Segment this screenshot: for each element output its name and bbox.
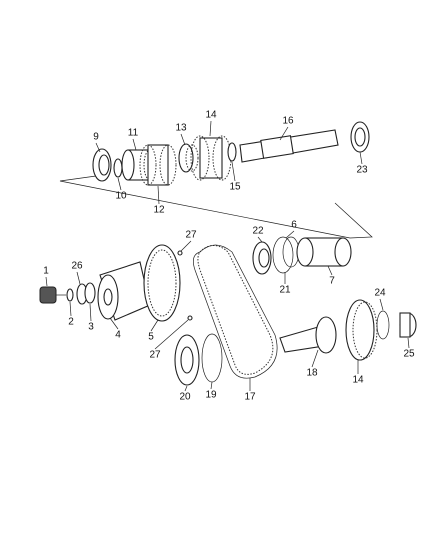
callout-label: 1 <box>43 266 49 277</box>
leader-line <box>180 133 186 146</box>
leader-line <box>117 177 122 191</box>
callout-label: 11 <box>128 128 139 139</box>
leader-line <box>210 381 213 390</box>
callout-label: 12 <box>153 205 165 216</box>
callout-label: 23 <box>356 165 368 176</box>
leader-line <box>45 276 48 287</box>
callout-label: 14 <box>205 110 217 121</box>
callout-label: 17 <box>244 392 256 403</box>
callout-label: 5 <box>148 332 154 343</box>
callout-label: 18 <box>306 368 318 379</box>
upper-assembly <box>92 121 370 186</box>
leader-line <box>359 151 363 165</box>
leader-line <box>109 317 119 330</box>
leader-line <box>279 126 289 141</box>
callout-label: 3 <box>88 322 94 333</box>
leader-line <box>180 240 192 252</box>
callout-label: 27 <box>185 230 197 241</box>
lower-right-assembly <box>252 236 417 361</box>
leader-line <box>95 142 101 153</box>
leader-line <box>209 120 212 137</box>
leader-line <box>132 138 137 151</box>
callout-label: 26 <box>71 261 83 272</box>
callout-label: 27 <box>149 350 161 361</box>
callout-label: 15 <box>229 182 241 193</box>
callout-label: 6 <box>291 220 297 231</box>
callout-label: 20 <box>179 392 191 403</box>
callout-label: 19 <box>205 390 217 401</box>
callout-label: 9 <box>93 132 99 143</box>
callout-label: 22 <box>252 226 264 237</box>
leader-line <box>257 236 263 243</box>
leader-line <box>154 319 189 350</box>
callout-label: 2 <box>68 317 74 328</box>
leader-line <box>327 265 333 276</box>
leader-line <box>157 185 160 205</box>
callout-label: 14 <box>352 375 364 386</box>
lower-left-assembly <box>39 244 223 386</box>
leader-line <box>407 337 410 349</box>
leader-line <box>311 349 319 368</box>
callout-label: 24 <box>374 288 386 299</box>
leader-line <box>379 298 384 311</box>
leader-line <box>184 385 188 392</box>
callout-label: 13 <box>175 123 187 134</box>
callout-label: 21 <box>279 285 291 296</box>
group-bracket <box>59 175 373 239</box>
callout-label: 4 <box>115 330 121 341</box>
drive-chain <box>193 244 278 379</box>
callout-label: 7 <box>329 276 335 287</box>
leader-line <box>231 161 236 182</box>
callout-label: 25 <box>403 349 415 360</box>
leader-line <box>89 303 92 322</box>
leader-line <box>285 230 295 239</box>
callout-label: 16 <box>282 116 294 127</box>
leader-line <box>150 319 159 332</box>
leader-line <box>69 301 72 317</box>
callout-label: 10 <box>115 191 127 202</box>
leader-line <box>76 271 81 285</box>
